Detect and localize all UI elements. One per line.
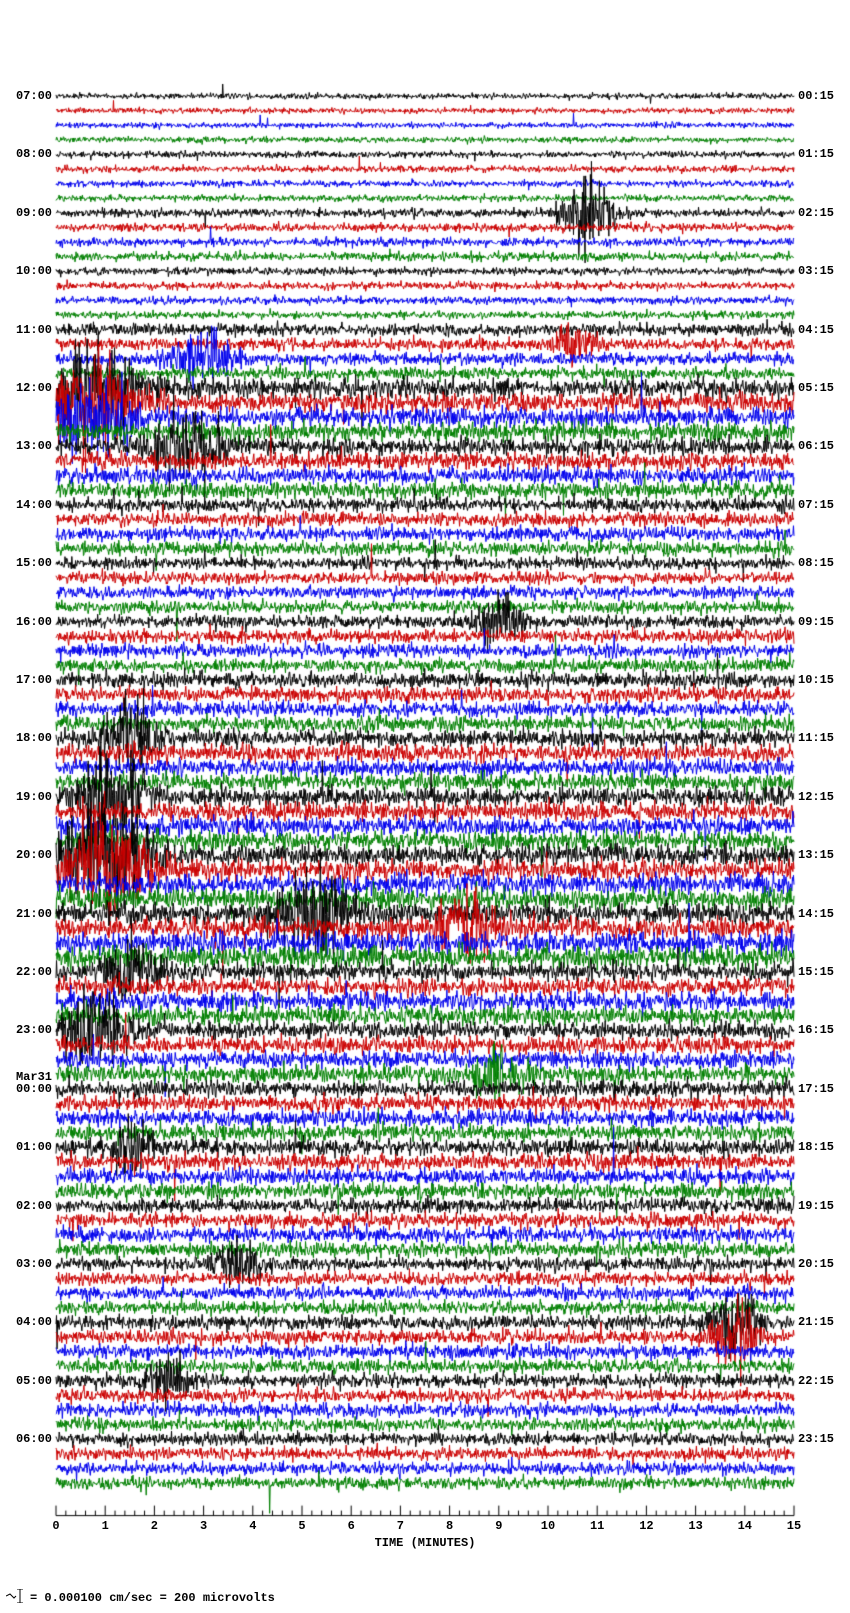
pdt-label: 14:15 (798, 908, 834, 920)
pdt-label: 06:15 (798, 440, 834, 452)
utc-label: 23:00 (16, 1024, 52, 1036)
utc-label: 21:00 (16, 908, 52, 920)
x-tick-label: 1 (102, 1520, 109, 1532)
utc-label: 13:00 (16, 440, 52, 452)
pdt-label: 11:15 (798, 732, 834, 744)
utc-label: 01:00 (16, 1141, 52, 1153)
utc-label: 00:00 (16, 1083, 52, 1095)
pdt-label: 23:15 (798, 1433, 834, 1445)
utc-label: 02:00 (16, 1200, 52, 1212)
utc-label: 15:00 (16, 557, 52, 569)
pdt-label: 22:15 (798, 1375, 834, 1387)
footer-scale-icon (6, 1589, 26, 1607)
x-tick-label: 6 (348, 1520, 355, 1532)
x-tick-label: 9 (495, 1520, 502, 1532)
x-tick-label: 8 (446, 1520, 453, 1532)
utc-label: 10:00 (16, 265, 52, 277)
pdt-label: 16:15 (798, 1024, 834, 1036)
utc-label: 20:00 (16, 849, 52, 861)
pdt-label: 10:15 (798, 674, 834, 686)
utc-label: 06:00 (16, 1433, 52, 1445)
pdt-label: 05:15 (798, 382, 834, 394)
pdt-label: 19:15 (798, 1200, 834, 1212)
x-tick-label: 3 (200, 1520, 207, 1532)
utc-date-rollover: Mar31 (16, 1071, 52, 1083)
utc-label: 03:00 (16, 1258, 52, 1270)
x-tick-label: 12 (639, 1520, 653, 1532)
utc-label: 18:00 (16, 732, 52, 744)
pdt-label: 02:15 (798, 207, 834, 219)
pdt-label: 21:15 (798, 1316, 834, 1328)
utc-label: 17:00 (16, 674, 52, 686)
pdt-label: 15:15 (798, 966, 834, 978)
pdt-label: 20:15 (798, 1258, 834, 1270)
utc-label: 08:00 (16, 148, 52, 160)
pdt-label: 18:15 (798, 1141, 834, 1153)
x-tick-label: 10 (541, 1520, 555, 1532)
pdt-label: 09:15 (798, 616, 834, 628)
seismogram-page: MRH EHZ NC (Rocky Hill ) UTC Mar30,2017 … (0, 0, 850, 1613)
pdt-label: 01:15 (798, 148, 834, 160)
pdt-label: 12:15 (798, 791, 834, 803)
x-tick-label: 7 (397, 1520, 404, 1532)
x-tick-label: 13 (688, 1520, 702, 1532)
x-tick-label: 5 (298, 1520, 305, 1532)
utc-label: 04:00 (16, 1316, 52, 1328)
utc-label: 12:00 (16, 382, 52, 394)
utc-label: 09:00 (16, 207, 52, 219)
utc-label: 14:00 (16, 499, 52, 511)
utc-label: 19:00 (16, 791, 52, 803)
pdt-label: 08:15 (798, 557, 834, 569)
footer-scale-text: = 0.000100 cm/sec = 200 microvolts (30, 1591, 275, 1605)
pdt-label: 07:15 (798, 499, 834, 511)
x-tick-label: 4 (249, 1520, 256, 1532)
x-tick-label: 15 (787, 1520, 801, 1532)
utc-label: 16:00 (16, 616, 52, 628)
x-tick-label: 14 (738, 1520, 752, 1532)
pdt-label: 00:15 (798, 90, 834, 102)
pdt-label: 13:15 (798, 849, 834, 861)
utc-label: 11:00 (16, 324, 52, 336)
x-tick-label: 2 (151, 1520, 158, 1532)
pdt-label: 03:15 (798, 265, 834, 277)
pdt-label: 17:15 (798, 1083, 834, 1095)
utc-label: 05:00 (16, 1375, 52, 1387)
pdt-label: 04:15 (798, 324, 834, 336)
x-axis-title: TIME (MINUTES) (0, 1536, 850, 1550)
x-tick-label: 11 (590, 1520, 604, 1532)
utc-label: 22:00 (16, 966, 52, 978)
x-tick-label: 0 (52, 1520, 59, 1532)
utc-label: 07:00 (16, 90, 52, 102)
seismogram-plot (0, 0, 850, 1613)
